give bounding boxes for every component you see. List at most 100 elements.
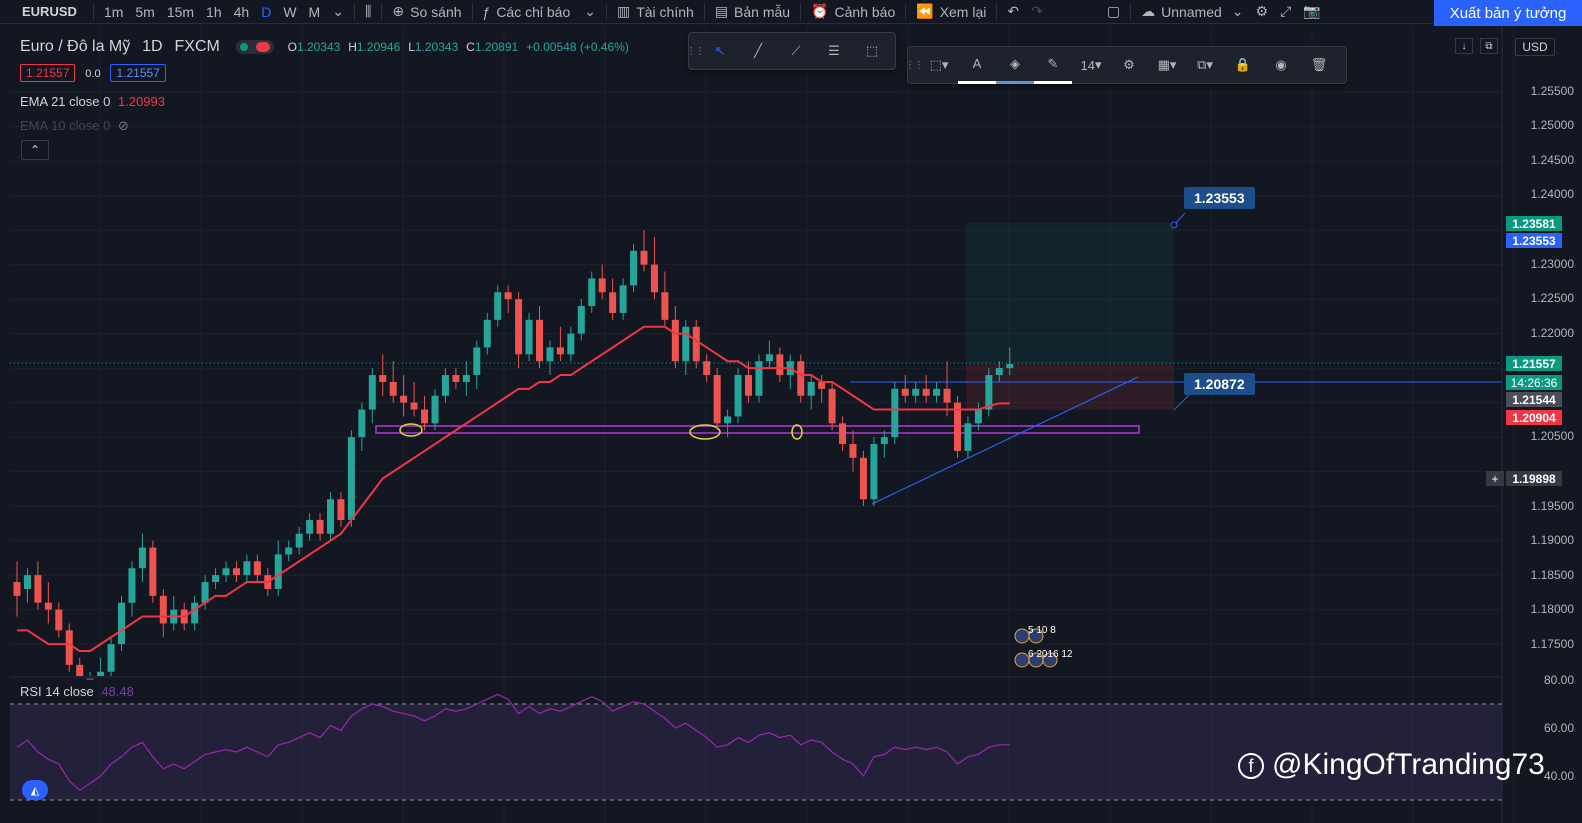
undo-icon[interactable]: ↶ <box>1007 3 1020 19</box>
trend-line[interactable] <box>871 376 1139 505</box>
indicators-button[interactable]: ƒ Các chỉ báo ⌄ <box>477 0 602 24</box>
legend-title[interactable]: Euro / Đô la Mỹ <box>20 38 131 55</box>
templates-button[interactable]: ▤ Bản mẫu <box>709 0 796 24</box>
interval-w[interactable]: W <box>283 3 297 20</box>
eye-off-icon[interactable]: ⊘ <box>117 118 129 133</box>
line-color-icon[interactable]: ✎ <box>1034 46 1072 84</box>
interval-1h[interactable]: 1h <box>206 3 222 20</box>
camera-icon[interactable]: 📷 <box>1303 3 1321 19</box>
highlight-ellipse[interactable] <box>689 424 721 440</box>
collapse-legend-button[interactable]: ⌃ <box>21 140 49 160</box>
eye-icon[interactable]: ◉ <box>1275 57 1287 72</box>
entry-price-callout[interactable]: 1.20872 <box>1184 373 1255 395</box>
candle-body <box>232 568 240 576</box>
download-icon[interactable]: ↓ <box>1455 38 1473 54</box>
rsi-tick: 80.00 <box>1543 673 1574 687</box>
clone-icon[interactable]: ⧉▾ <box>1197 57 1213 72</box>
stop-price-tag: 1.20904 <box>1506 410 1562 425</box>
target-price-callout[interactable]: 1.23553 <box>1184 187 1255 209</box>
sell-price-button[interactable]: 1.21557 <box>20 64 76 82</box>
cloud-icon: ☁ <box>1141 3 1156 19</box>
chevron-down-icon[interactable]: ⌄ <box>332 3 344 19</box>
buy-price-button[interactable]: 1.21557 <box>110 64 166 82</box>
flag-us-icon[interactable] <box>1028 628 1044 644</box>
divider <box>905 2 907 21</box>
rsi-value: 48.48 <box>101 684 134 699</box>
trash-icon[interactable]: 🗑 <box>1310 57 1328 72</box>
interval-5m[interactable]: 5m <box>135 3 155 20</box>
trend-line-tool-icon[interactable]: ╱ <box>754 43 762 58</box>
text-color-icon[interactable]: A <box>958 46 996 84</box>
expand-icon[interactable]: ⤢ <box>1280 3 1292 19</box>
interval-15m[interactable]: 15m <box>166 3 195 20</box>
flag-eu-icon[interactable] <box>1042 652 1058 668</box>
interval-d[interactable]: D <box>261 3 272 20</box>
rectangle-tool-icon[interactable]: ⬚ <box>865 43 879 58</box>
financials-button[interactable]: ▥ Tài chính <box>611 0 700 24</box>
interval-m[interactable]: M <box>308 3 321 20</box>
drag-handle-icon[interactable]: ⋮⋮ <box>905 59 924 71</box>
highlight-ellipse[interactable] <box>399 423 423 437</box>
highlight-ellipse[interactable] <box>791 424 803 440</box>
compare-button[interactable]: ⊕ So sánh <box>386 0 467 24</box>
plus-icon[interactable]: + <box>1486 471 1504 486</box>
fill-color-icon[interactable]: ◈ <box>996 46 1034 84</box>
last-price-tag: 1.21557 <box>1506 356 1562 371</box>
anchor-point[interactable] <box>1170 221 1178 229</box>
restore-pane-icon[interactable]: ⧉ <box>1480 38 1498 54</box>
candle-body <box>609 292 617 313</box>
publish-idea-button[interactable]: Xuất bản ý tưởng <box>1434 0 1582 26</box>
replay-button[interactable]: ⏪ Xem lại <box>910 0 992 24</box>
price-tick: 1.24500 <box>1530 153 1574 167</box>
interval-1m[interactable]: 1m <box>103 3 124 20</box>
interval-4h[interactable]: 4h <box>233 3 250 20</box>
drag-handle-icon[interactable]: ⋮⋮ <box>686 45 705 57</box>
event-markers[interactable]: 5 10 8 6 2016 12 <box>1014 625 1073 668</box>
price-tick: 1.19500 <box>1530 499 1574 513</box>
gear-icon[interactable]: ⚙ <box>1123 57 1135 72</box>
font-size-select[interactable]: 14 ▾ <box>1080 57 1102 73</box>
candle-body <box>682 326 690 362</box>
long-position-profit-zone[interactable] <box>966 223 1174 364</box>
market-status-toggle[interactable] <box>235 40 274 55</box>
ema21-legend[interactable]: EMA 21 close 0 1.20993 <box>20 94 165 109</box>
bar-chart-icon: ▥ <box>616 3 631 19</box>
flag-us-icon[interactable] <box>1014 652 1030 668</box>
candle-body <box>149 547 157 596</box>
layout-button[interactable]: ☁ Unnamed ⌄ <box>1135 0 1249 24</box>
candle-body <box>546 347 554 362</box>
fullscreen-square-icon[interactable]: ▢ <box>1106 3 1121 19</box>
fib-tool-icon[interactable]: ☰ <box>828 43 840 58</box>
candle-body <box>849 444 857 458</box>
ray-tool-icon[interactable]: ⟋ <box>791 43 801 58</box>
rsi-title: RSI 14 close <box>20 684 94 699</box>
cursor-icon[interactable]: ↖ <box>714 43 726 58</box>
lock-icon[interactable]: 🔒 <box>1234 57 1252 72</box>
gear-icon[interactable]: ⚙ <box>1255 3 1269 19</box>
ema10-legend[interactable]: EMA 10 close 0 ⊘ <box>20 118 129 134</box>
candle-body <box>901 388 909 396</box>
candle-body <box>473 347 481 376</box>
price-tick: 1.17500 <box>1530 637 1574 651</box>
redo-icon[interactable]: ↷ <box>1031 3 1043 19</box>
template-select-icon[interactable]: ⬚▾ <box>929 57 949 72</box>
candle-body <box>713 375 721 424</box>
candle-body <box>379 375 387 382</box>
candle-body <box>316 519 324 534</box>
candle-body <box>138 547 146 569</box>
chart-canvas[interactable]: 5 10 8 6 2016 12 <box>0 26 1582 823</box>
symbol-search[interactable]: EURUSD <box>22 4 77 19</box>
tradingview-logo-icon[interactable]: ◭ <box>22 780 48 800</box>
chevron-up-icon: ⌃ <box>29 143 41 157</box>
rsi-legend[interactable]: RSI 14 close 48.48 <box>20 684 134 699</box>
alerts-button[interactable]: ⏰ Cảnh báo <box>805 0 901 24</box>
candle-type-icon[interactable]: ⫼ <box>364 3 372 19</box>
price-tick: 1.22000 <box>1530 326 1574 340</box>
candle-body <box>745 375 752 396</box>
candle-body <box>191 602 199 624</box>
ema-21-line <box>17 325 1010 653</box>
currency-selector[interactable]: USD <box>1515 38 1555 56</box>
visibility-intervals-icon[interactable]: ▦▾ <box>1157 57 1177 72</box>
support-zone-rectangle[interactable] <box>375 425 1140 434</box>
flag-eu-icon[interactable] <box>1014 628 1030 644</box>
